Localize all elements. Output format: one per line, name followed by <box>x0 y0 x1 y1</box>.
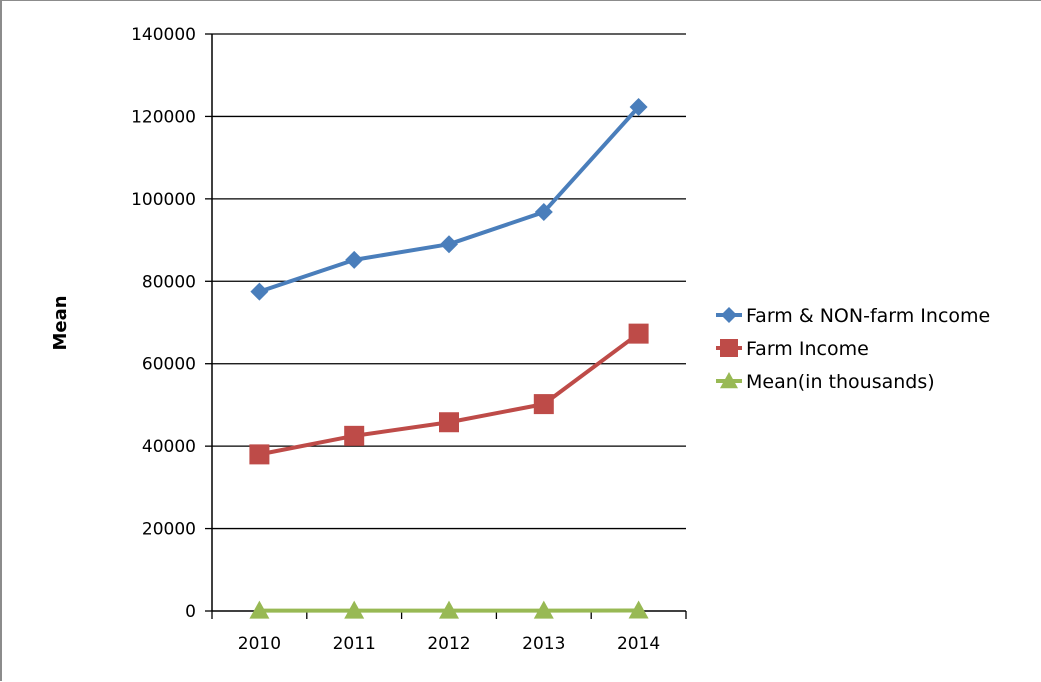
legend-item: Farm Income <box>716 338 869 360</box>
y-tick-label: 100000 <box>131 190 196 210</box>
series-line <box>259 334 638 455</box>
legend-swatch-marker <box>720 339 738 357</box>
x-tick-labels: 2010 2011 2012 2013 2014 <box>238 634 660 654</box>
y-tick-label: 0 <box>185 602 196 622</box>
y-axis-title: Mean <box>50 295 71 350</box>
data-point <box>439 412 459 432</box>
axes <box>205 34 686 619</box>
x-tick-label: 2010 <box>238 634 281 654</box>
legend-label: Farm Income <box>746 338 869 360</box>
data-point <box>629 324 649 344</box>
x-tick-label: 2012 <box>427 634 470 654</box>
gridlines <box>212 34 686 529</box>
y-tick-labels: 0 20000 40000 60000 80000 100000 120000 140000 <box>131 25 196 622</box>
legend-item: Farm & NON-farm Income <box>716 305 990 327</box>
x-tick-label: 2014 <box>617 634 660 654</box>
series <box>249 98 648 619</box>
y-tick-label: 140000 <box>131 25 196 45</box>
y-tick-label: 80000 <box>142 272 196 292</box>
data-point <box>534 394 554 414</box>
x-tick-label: 2011 <box>333 634 376 654</box>
y-tick-label: 40000 <box>142 437 196 457</box>
legend-label: Farm & NON-farm Income <box>746 305 990 327</box>
legend: Farm & NON-farm Income Farm Income Mean(in… <box>716 305 990 393</box>
y-tick-label: 120000 <box>131 107 196 127</box>
data-point <box>250 283 268 301</box>
y-tick-label: 60000 <box>142 355 196 375</box>
data-point <box>345 251 363 269</box>
y-tick-label: 20000 <box>142 520 196 540</box>
legend-label: Mean(in thousands) <box>746 371 935 393</box>
legend-swatch-marker <box>721 307 737 323</box>
legend-item: Mean(in thousands) <box>716 371 935 393</box>
data-point <box>249 444 269 464</box>
x-tick-label: 2013 <box>522 634 565 654</box>
series-1 <box>249 324 648 465</box>
series-2 <box>249 600 648 618</box>
data-point <box>344 426 364 446</box>
data-point <box>440 235 458 253</box>
